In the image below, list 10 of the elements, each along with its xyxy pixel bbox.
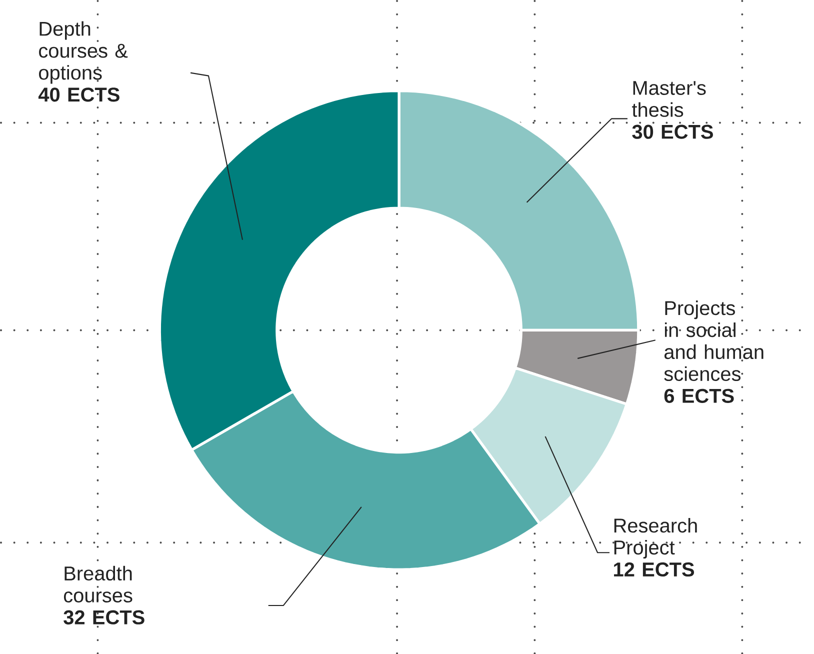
data-label: 12 ECTS <box>614 562 694 576</box>
slice-label: Master's thesis <box>632 80 706 117</box>
slice-label: Projects in social and human sciences <box>664 300 764 381</box>
slice-label: Depth courses & options <box>39 21 128 84</box>
slice-label: Breadth courses <box>64 566 132 602</box>
data-label: 40 ECTS <box>38 87 120 102</box>
data-label: 30 ECTS <box>632 124 713 139</box>
data-label: 32 ECTS <box>64 610 144 624</box>
data-label: 6 ECTS <box>664 388 734 403</box>
slice-label: Research Project <box>614 518 697 558</box>
